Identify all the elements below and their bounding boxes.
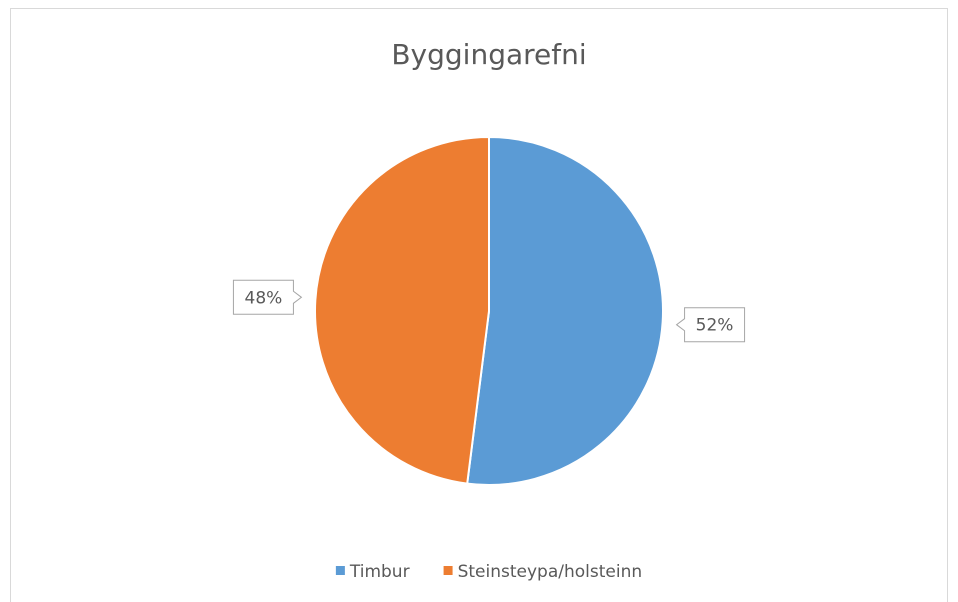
data-label-box	[232, 279, 303, 315]
pie-slice	[466, 135, 664, 486]
data-label-box	[675, 307, 746, 343]
legend-swatch	[443, 566, 453, 575]
chart-title: Byggingarefni	[391, 38, 586, 71]
legend-label: Steinsteypa/holsteinn	[458, 562, 643, 582]
legend-label: Timbur	[349, 562, 410, 582]
data-label: 48%	[245, 288, 283, 308]
pie-slice	[314, 135, 490, 485]
data-label: 52%	[696, 316, 734, 336]
legend-swatch	[335, 566, 345, 575]
